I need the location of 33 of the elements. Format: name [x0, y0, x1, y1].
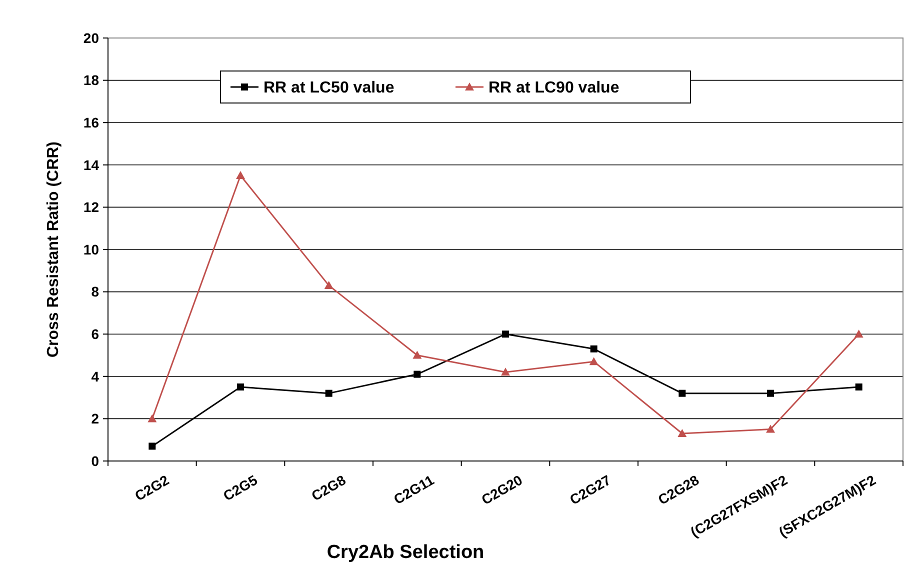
- y-tick-label: 12: [83, 199, 100, 216]
- y-tick-label: 0: [91, 452, 100, 469]
- point: [678, 390, 686, 397]
- point: [589, 357, 598, 366]
- y-tick-label: 2: [91, 410, 100, 427]
- point: [148, 414, 157, 422]
- point: [414, 370, 421, 378]
- legend-label: RR at LC50 value: [264, 80, 394, 97]
- point: [325, 390, 332, 397]
- point: [148, 442, 156, 450]
- point: [854, 330, 864, 338]
- point: [237, 383, 244, 390]
- y-tick-label: 4: [91, 368, 100, 384]
- y-tick-label: 18: [83, 72, 100, 88]
- y-tick-label: 20: [83, 30, 100, 46]
- point: [767, 390, 774, 397]
- point: [501, 368, 510, 376]
- y-tick-label: 16: [83, 114, 100, 130]
- y-tick-label: 10: [83, 241, 100, 258]
- point: [324, 280, 334, 289]
- point: [766, 424, 775, 433]
- legend-label: RR at LC90 value: [488, 80, 620, 97]
- point: [236, 170, 245, 179]
- point: [855, 383, 862, 390]
- point: [590, 345, 598, 352]
- point: [678, 429, 687, 438]
- y-axis-title: Cross Resistant Ratio (CRR): [45, 141, 62, 358]
- x-axis-title: Cry2Ab Selection: [326, 542, 484, 563]
- y-tick-label: 14: [83, 156, 100, 173]
- y-tick-label: 6: [91, 326, 100, 342]
- point: [502, 330, 509, 338]
- point: [412, 350, 422, 359]
- y-tick-label: 8: [91, 284, 100, 300]
